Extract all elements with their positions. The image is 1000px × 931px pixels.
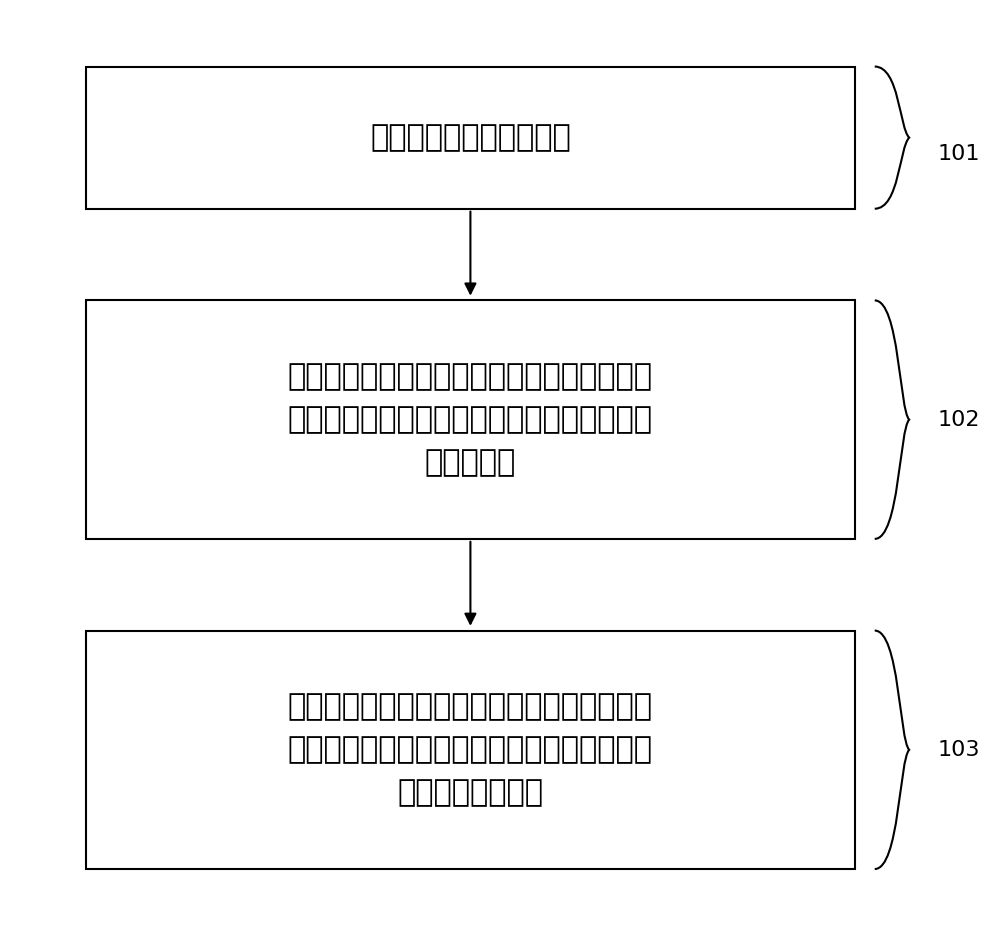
Text: 依据单片机单次烧写的数据量，在第一地址转
换得到的第二地址位置，对文件中第一地址对
应的数据进行烧写: 依据单片机单次烧写的数据量，在第一地址转 换得到的第二地址位置，对文件中第一地址… [288,693,653,807]
Text: 根据单片机对应的地址转换策略，对文件中所
涉及的第一地址，进行地址转换，得到单片机
的第二地址: 根据单片机对应的地址转换策略，对文件中所 涉及的第一地址，进行地址转换，得到单片… [288,362,653,477]
Text: 获取上位机所编译的文件: 获取上位机所编译的文件 [370,123,571,152]
Text: 101: 101 [937,143,980,164]
Text: 103: 103 [937,740,980,760]
FancyBboxPatch shape [86,66,855,209]
FancyBboxPatch shape [86,630,855,869]
Text: 102: 102 [937,410,980,429]
FancyBboxPatch shape [86,301,855,539]
